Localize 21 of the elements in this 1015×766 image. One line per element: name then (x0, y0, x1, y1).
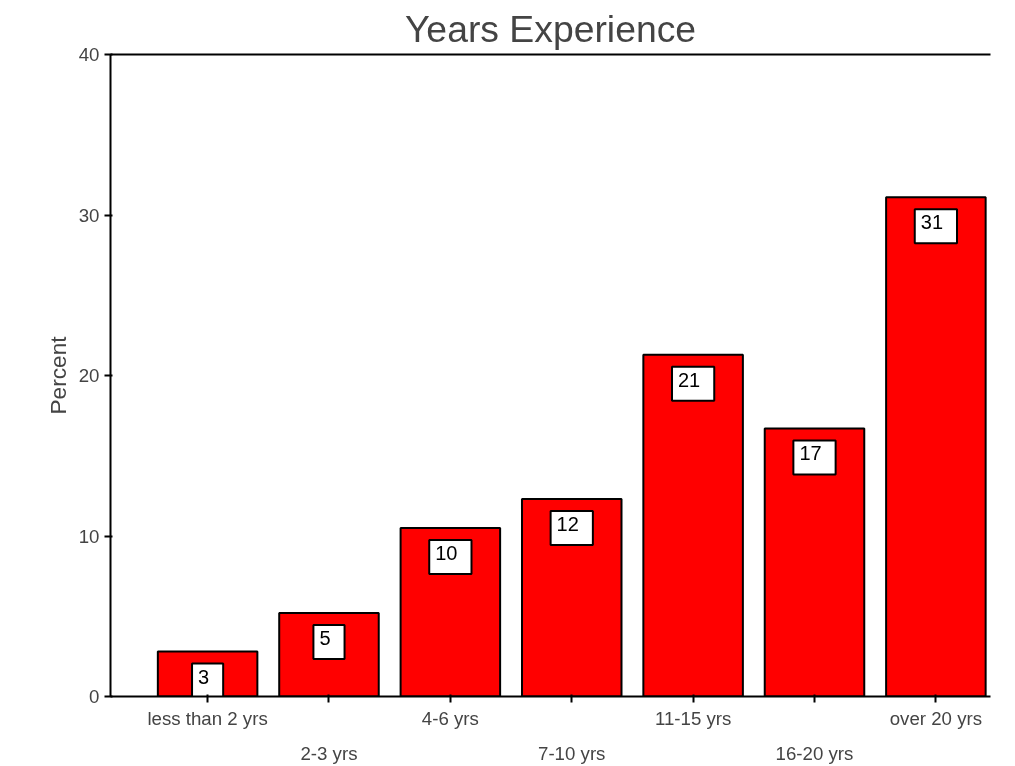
x-tick-label: over 20 yrs (889, 707, 983, 729)
data-label: 3 (198, 665, 210, 688)
y-tick-label: 10 (78, 525, 100, 547)
y-tick-label: 20 (78, 365, 100, 386)
data-label: 31 (920, 211, 944, 234)
x-tick-label: 2-3 yrs (300, 742, 358, 764)
y-tick-label: 0 (89, 686, 100, 707)
data-label: 5 (319, 627, 331, 650)
data-label: 10 (435, 541, 458, 564)
data-label: 12 (556, 513, 579, 536)
x-tick-label: 11-15 yrs (654, 707, 732, 729)
y-tick-label: 40 (78, 44, 100, 65)
y-tick-label: 30 (78, 204, 100, 226)
data-label: 17 (799, 442, 822, 465)
chart-title: Years Experience (404, 7, 697, 50)
x-tick-label: 7-10 yrs (538, 742, 606, 764)
x-tick-label: 16-20 yrs (775, 742, 854, 764)
x-tick-label: less than 2 yrs (147, 707, 268, 729)
data-label: 21 (678, 368, 701, 391)
x-tick-label: 4-6 yrs (421, 707, 479, 729)
y-axis-title: Percent (44, 335, 71, 415)
